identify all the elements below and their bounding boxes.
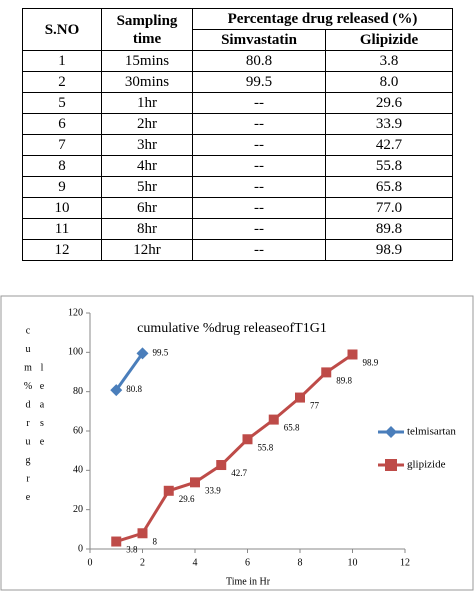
y-tick-label: 80 <box>73 386 83 397</box>
y-axis-label-char: d <box>26 399 31 410</box>
x-tick-label: 12 <box>400 557 410 568</box>
marker <box>137 528 148 539</box>
y-axis-label-char: m <box>24 362 32 373</box>
series-line <box>115 353 354 543</box>
data-label: 77 <box>310 401 320 411</box>
data-label: 65.8 <box>284 423 300 433</box>
table-row: 12 12hr -- 98.9 <box>22 239 453 261</box>
y-axis-label-char: c <box>26 325 31 336</box>
header-cell: Sampling time <box>101 8 193 51</box>
y-axis-label-char: e <box>26 492 31 503</box>
marker <box>295 392 305 403</box>
y-tick-label: 100 <box>68 347 83 358</box>
data-label: 3.8 <box>126 545 138 555</box>
y-tick-label: 0 <box>78 543 83 554</box>
marker <box>321 367 332 378</box>
y-axis-label-char: e <box>40 436 45 447</box>
y-axis-label-char: r <box>26 418 30 429</box>
marker <box>190 477 200 488</box>
y-axis-label-char: e <box>40 381 45 392</box>
marker <box>347 349 358 360</box>
y-axis-label-char: % <box>24 381 32 392</box>
legend-marker <box>385 459 397 471</box>
data-label: 8 <box>153 536 158 546</box>
marker <box>136 347 149 360</box>
x-tick-label: 10 <box>348 557 358 568</box>
table-cell: 15mins <box>101 50 193 72</box>
marker <box>163 485 174 496</box>
data-label: 42.7 <box>231 468 247 478</box>
y-axis-label-char: s <box>40 418 44 429</box>
y-tick-label: 40 <box>73 465 83 476</box>
table-row: 6 2hr -- 33.9 <box>22 113 453 135</box>
data-label: 89.8 <box>336 375 352 385</box>
table-row: 1 15mins 80.8 3.8 <box>22 50 453 72</box>
data-label: 80.8 <box>126 384 142 394</box>
x-tick-label: 8 <box>298 557 303 568</box>
y-tick-label: 20 <box>73 504 83 515</box>
y-axis-label-char: r <box>26 473 30 484</box>
legend-label: telmisartan <box>407 426 456 438</box>
data-label: 99.5 <box>153 347 169 357</box>
marker <box>111 536 122 547</box>
marker <box>242 434 253 445</box>
marker <box>216 460 227 471</box>
marker <box>268 414 279 425</box>
header-cell: Glipizide <box>325 29 453 51</box>
y-tick-label: 120 <box>68 307 83 318</box>
legend-label: glipizide <box>407 459 446 471</box>
header-cell: Percentage drug released (%) <box>192 8 453 30</box>
header-cell: S.NO <box>22 8 102 51</box>
series-line <box>115 352 144 391</box>
data-label: 98.9 <box>363 358 379 368</box>
y-axis-label-char: l <box>41 362 44 373</box>
y-axis-label-char: u <box>26 436 31 447</box>
y-tick-label: 60 <box>73 425 83 436</box>
y-axis-label-char: g <box>26 455 31 466</box>
table-row: 11 8hr -- 89.8 <box>22 218 453 240</box>
x-tick-label: 6 <box>245 557 250 568</box>
y-axis-label-char: u <box>26 344 31 355</box>
data-label: 33.9 <box>205 485 221 495</box>
marker <box>110 384 123 397</box>
table-cell: 11 <box>22 218 102 240</box>
release-table: S.NO Sampling time Percentage drug relea… <box>22 8 453 261</box>
chart-title: cumulative %drug releaseofT1G1 <box>137 321 327 336</box>
x-tick-label: 0 <box>88 557 93 568</box>
table-cell: 98.9 <box>325 239 453 261</box>
data-label: 29.6 <box>179 494 195 504</box>
header-cell: Simvastatin <box>192 29 326 51</box>
legend-marker <box>385 426 397 438</box>
chart-border <box>0 295 474 591</box>
table-body: 1 15mins 80.8 3.8 2 30mins 99.5 8.0 5 1hr -- 29.6 6 2… <box>22 50 453 261</box>
y-axis-label-char: a <box>40 399 45 410</box>
table-row: 2 30mins 99.5 8.0 <box>22 71 453 93</box>
x-tick-label: 4 <box>193 557 198 568</box>
x-axis-label: Time in Hr <box>226 576 271 587</box>
table-cell: -- <box>192 239 326 261</box>
x-tick-label: 2 <box>140 557 145 568</box>
data-label: 55.8 <box>258 442 274 452</box>
